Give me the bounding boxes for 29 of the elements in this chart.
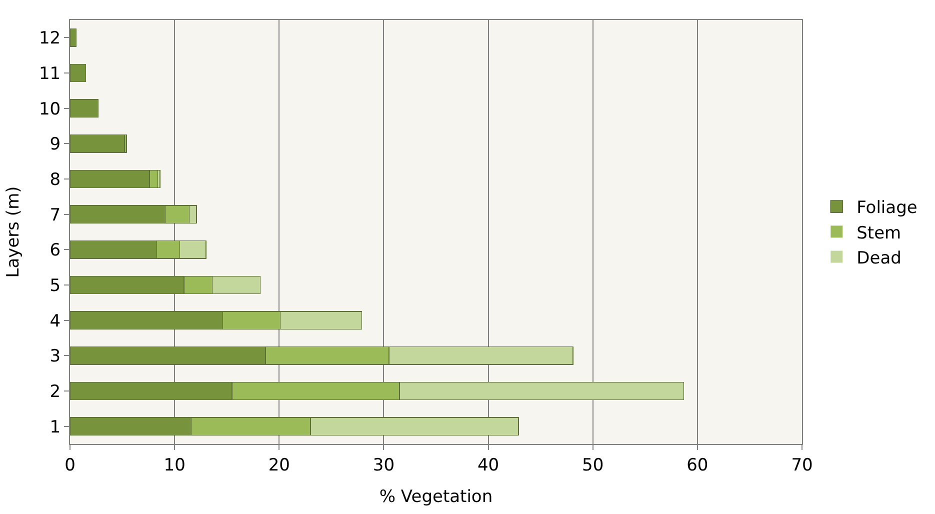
x-tick-label: 10 — [164, 455, 186, 476]
y-axis-title: Layers (m) — [4, 186, 24, 278]
y-tick-label: 4 — [50, 311, 61, 332]
y-tick-label: 9 — [50, 134, 61, 155]
x-tick-label: 50 — [582, 455, 604, 476]
x-tick-label: 0 — [64, 455, 76, 476]
y-tick-label: 7 — [50, 205, 61, 226]
y-tick-label: 8 — [50, 170, 61, 190]
bar — [70, 99, 99, 118]
y-tick-label: 5 — [50, 276, 61, 296]
x-tick-label: 60 — [686, 455, 708, 476]
bar — [70, 64, 86, 82]
legend-label: Dead — [856, 248, 902, 268]
legend-label: Stem — [856, 223, 902, 244]
y-tick-label: 1 — [50, 417, 61, 438]
legend-label: Foliage — [856, 198, 918, 218]
y-tick-label: 6 — [50, 240, 61, 261]
y-tick-label: 3 — [50, 346, 61, 367]
x-tick-label: 20 — [268, 455, 290, 476]
x-tick-label: 40 — [477, 455, 500, 476]
y-tick-label: 2 — [50, 382, 61, 402]
x-tick-label: 30 — [372, 455, 395, 476]
bar — [70, 134, 125, 153]
x-tick-label: 70 — [791, 455, 813, 476]
y-tick-label: 10 — [38, 99, 61, 120]
y-tick-label: 11 — [38, 64, 61, 84]
y-tick-label: 12 — [38, 28, 61, 49]
x-axis-title: % Vegetation — [379, 486, 493, 507]
bar — [70, 28, 77, 47]
